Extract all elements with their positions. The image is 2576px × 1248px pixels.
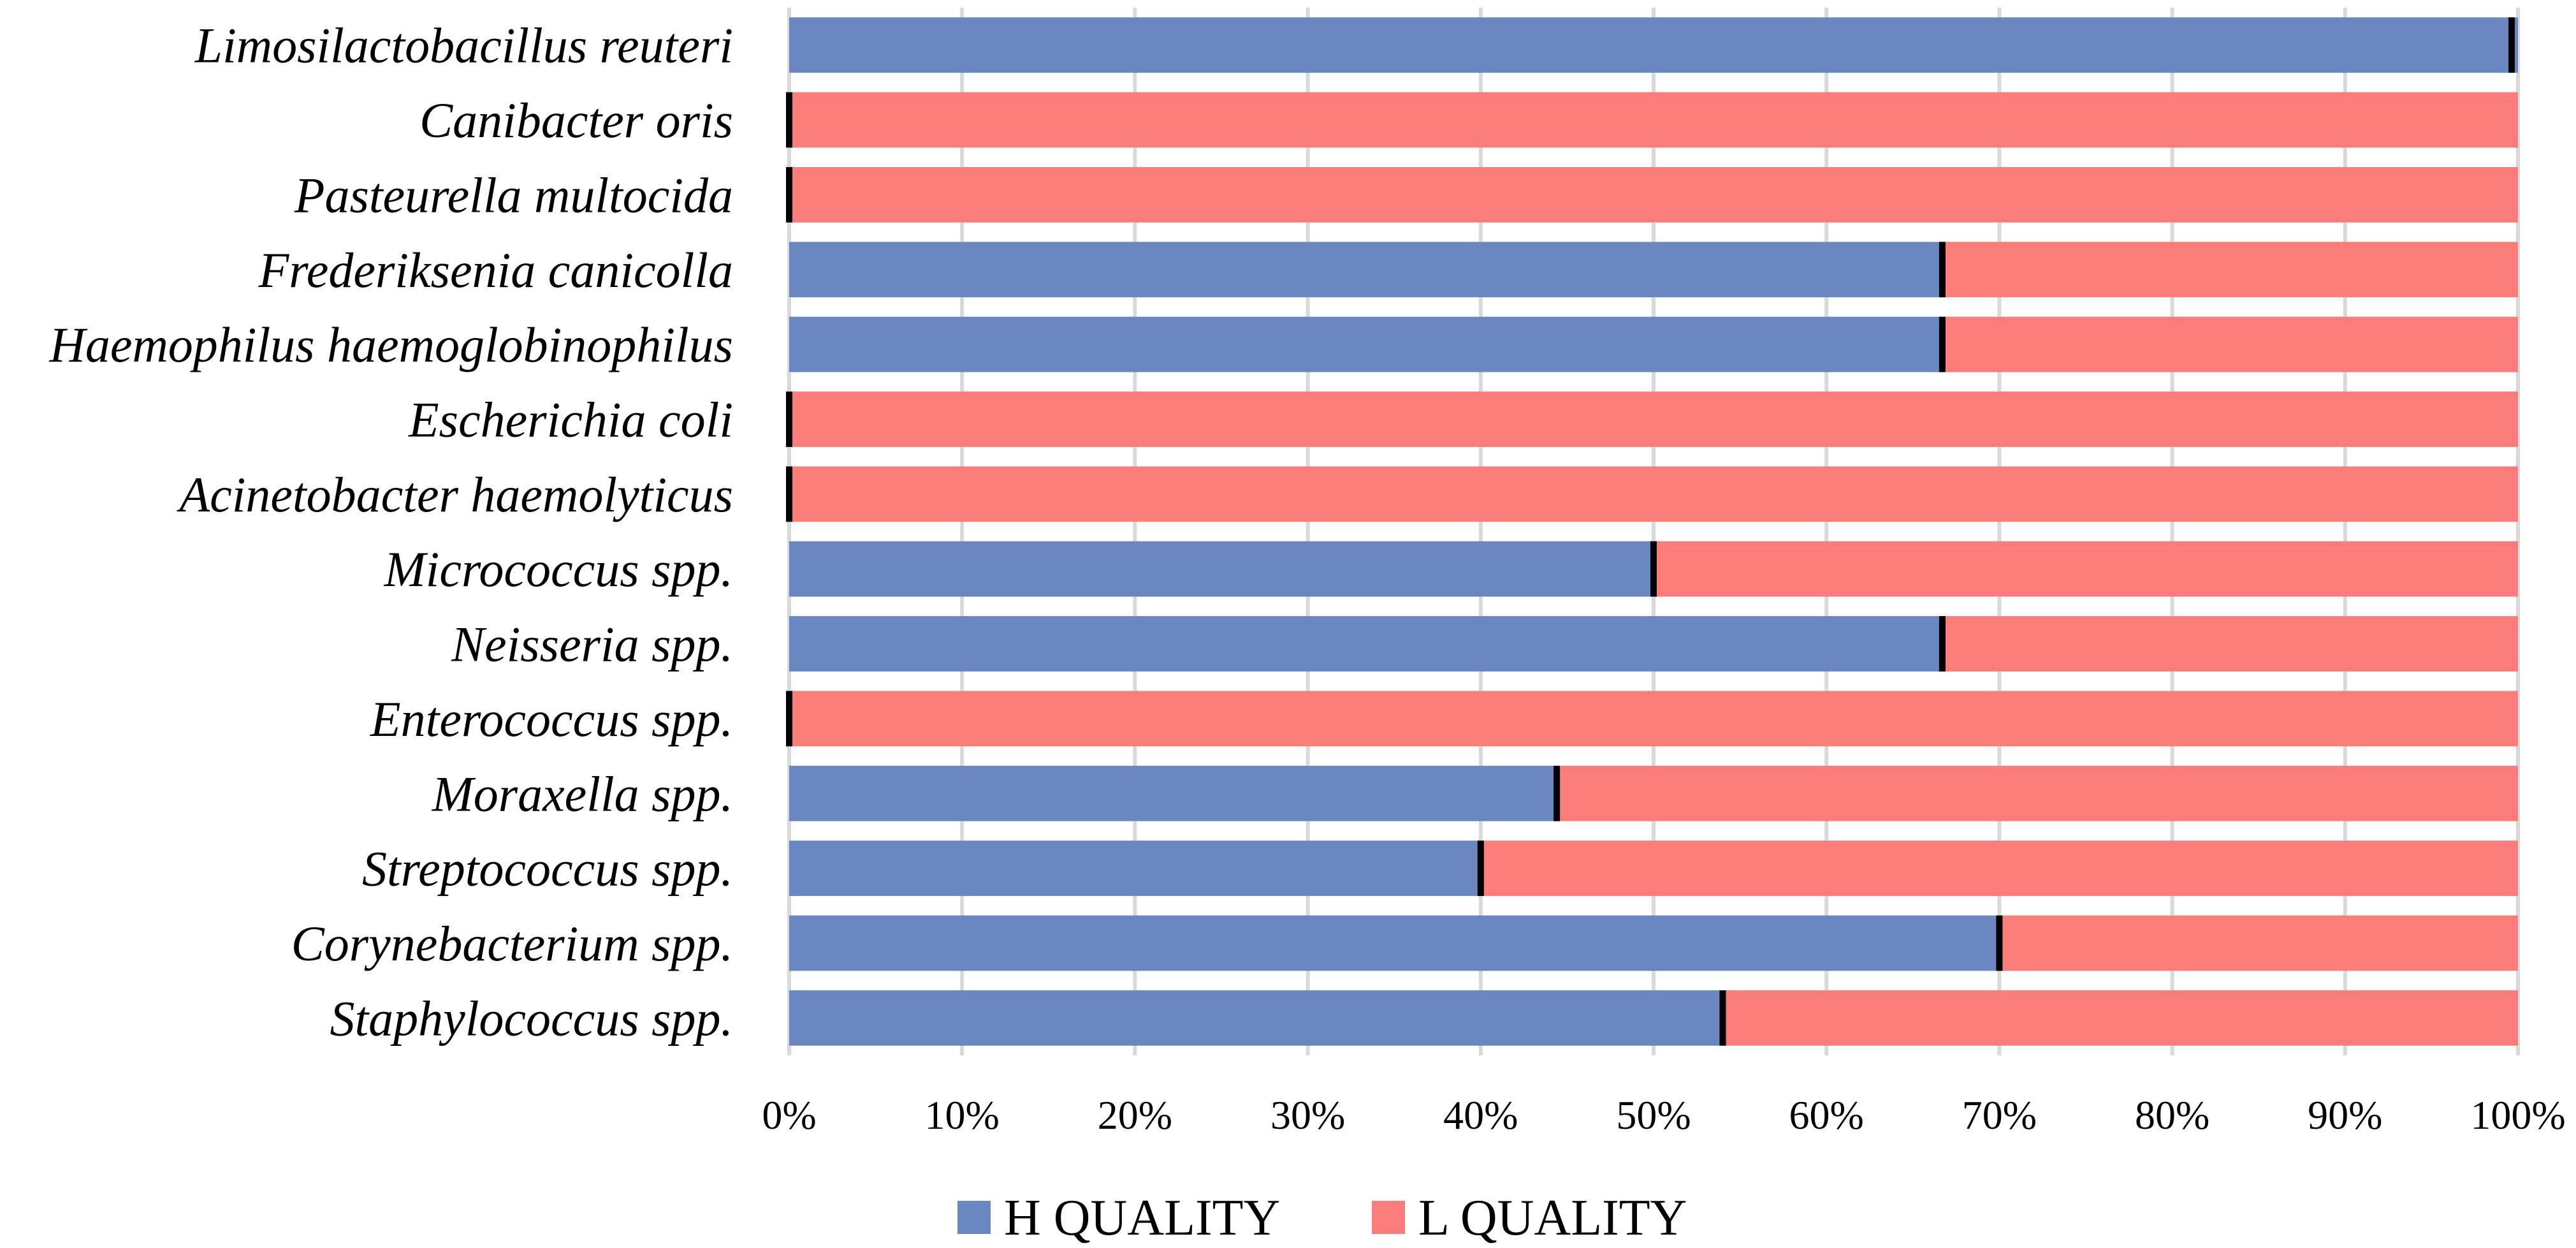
bar-segment-l-quality — [789, 691, 2518, 747]
x-tick-label: 10% — [925, 1092, 1000, 1138]
bar-segment-h-quality — [789, 990, 1723, 1046]
x-tick-label: 40% — [1443, 1092, 1518, 1138]
bar-segment-l-quality — [1722, 990, 2518, 1046]
bar-segment-l-quality — [1480, 841, 2518, 897]
category-label: Frederiksenia canicolla — [258, 242, 733, 298]
x-tick-label: 80% — [2135, 1092, 2209, 1138]
bar-divider — [1554, 765, 1561, 821]
legend: H QUALITY L QUALITY — [957, 1190, 1687, 1246]
category-label: Enterococcus spp. — [370, 691, 733, 747]
bar-segment-h-quality — [789, 765, 1557, 821]
legend-label: H QUALITY — [1004, 1190, 1280, 1246]
bar-segment-h-quality — [789, 17, 2518, 73]
bar-segment-l-quality — [1557, 765, 2518, 821]
bar-segment-h-quality — [789, 915, 2000, 971]
bar-segment-l-quality — [1942, 316, 2518, 372]
category-label: Acinetobacter haemolyticus — [176, 467, 733, 522]
category-label: Corynebacterium spp. — [291, 916, 733, 971]
bar-divider — [1939, 316, 1946, 372]
bar-segment-l-quality — [1942, 616, 2518, 672]
bar-segment-l-quality — [1942, 242, 2518, 298]
x-axis-tick-labels: 0% 10% 20% 30% 40% 50% 60% 70% 80% 90% 100% — [762, 1092, 2565, 1138]
bar-segment-h-quality — [789, 541, 1654, 597]
bar-divider — [1650, 541, 1657, 597]
bar-segment-h-quality — [789, 316, 1942, 372]
legend-swatch — [1372, 1201, 1405, 1234]
bar-divider — [1939, 616, 1946, 672]
gridlines — [787, 8, 2520, 1055]
category-label: Limosilactobacillus reuteri — [194, 18, 733, 73]
bar-divider — [786, 92, 792, 148]
bar-segment-h-quality — [789, 242, 1942, 298]
bar-divider — [1477, 841, 1484, 897]
bar-divider — [786, 466, 792, 522]
x-tick-label: 90% — [2308, 1092, 2382, 1138]
category-label: Staphylococcus spp. — [330, 990, 733, 1046]
x-tick-label: 60% — [1789, 1092, 1864, 1138]
x-tick-label: 50% — [1616, 1092, 1691, 1138]
category-label: Micrococcus spp. — [384, 541, 733, 597]
category-label: Escherichia coli — [408, 392, 733, 447]
category-label: Pasteurella multocida — [294, 167, 733, 223]
bar-segment-l-quality — [789, 166, 2518, 223]
bar-segment-l-quality — [789, 466, 2518, 522]
category-labels: Limosilactobacillus reuteri Canibacter or… — [49, 18, 733, 1046]
bar-divider — [2508, 17, 2515, 73]
bar-segment-l-quality — [789, 92, 2518, 148]
x-tick-label: 30% — [1270, 1092, 1345, 1138]
category-label: Moraxella spp. — [432, 766, 733, 821]
bar-segment-h-quality — [789, 841, 1481, 897]
bar-segment-l-quality — [1654, 541, 2518, 597]
x-tick-label: 20% — [1098, 1092, 1172, 1138]
bar-divider — [1719, 990, 1726, 1046]
category-label: Canibacter oris — [419, 92, 733, 148]
legend-swatch — [957, 1201, 991, 1234]
bar-segment-l-quality — [789, 392, 2518, 447]
x-tick-label: 70% — [1962, 1092, 2037, 1138]
bar-divider — [1996, 915, 2003, 971]
bar-divider — [1939, 242, 1946, 298]
category-label: Neisseria spp. — [451, 617, 733, 672]
x-tick-label: 100% — [2470, 1092, 2565, 1138]
bar-divider — [786, 691, 792, 747]
bar-segment-h-quality — [789, 616, 1942, 672]
x-tick-label: 0% — [762, 1092, 816, 1138]
bar-divider — [786, 166, 792, 223]
category-label: Haemophilus haemoglobinophilus — [49, 317, 733, 372]
legend-label: L QUALITY — [1418, 1190, 1687, 1246]
bar-segment-l-quality — [1999, 915, 2518, 971]
bar-divider — [786, 392, 792, 447]
bars — [786, 17, 2518, 1046]
category-label: Streptococcus spp. — [362, 841, 733, 897]
